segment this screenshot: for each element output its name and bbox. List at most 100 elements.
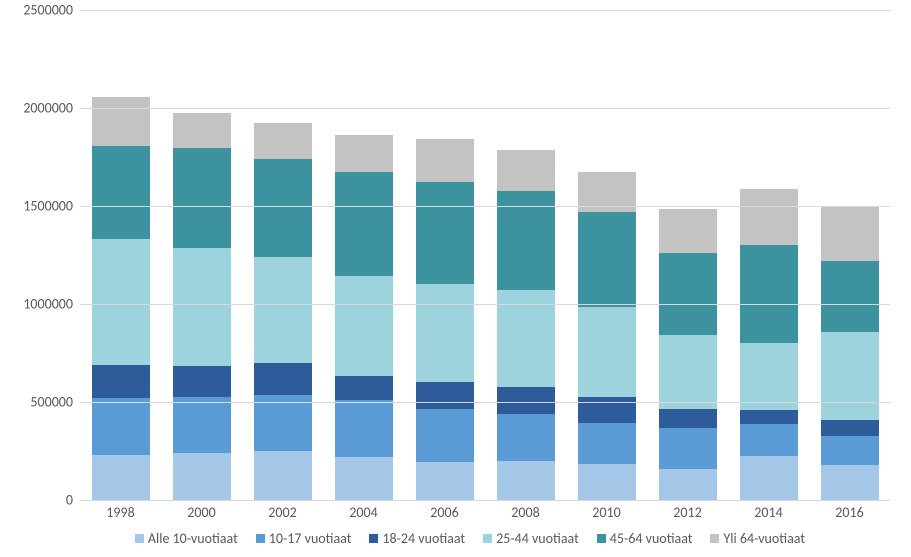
legend-item: Alle 10-vuotiaat: [135, 530, 238, 547]
bars-group: [80, 10, 890, 500]
x-tick-label: 2008: [497, 504, 555, 521]
bar-segment: [254, 451, 312, 500]
bar-segment: [416, 284, 474, 382]
bar-segment: [659, 428, 717, 468]
bar-segment: [173, 113, 231, 148]
bar-segment: [416, 139, 474, 181]
bar-column: [335, 135, 393, 500]
bar-column: [740, 189, 798, 500]
bar-segment: [578, 464, 636, 500]
x-tick-label: 2012: [659, 504, 717, 521]
legend-item: 10-17 vuotiaat: [256, 530, 352, 547]
x-tick-label: 2002: [254, 504, 312, 521]
x-tick-label: 2014: [740, 504, 798, 521]
legend-swatch: [369, 534, 378, 543]
bar-column: [497, 150, 555, 500]
bar-segment: [659, 409, 717, 429]
legend-item: 45-64 vuotiaat: [597, 530, 693, 547]
bar-column: [416, 139, 474, 500]
y-tick-label: 500000: [3, 394, 73, 411]
bar-segment: [416, 382, 474, 408]
legend-swatch: [135, 534, 144, 543]
y-tick-label: 2000000: [3, 100, 73, 117]
bar-segment: [335, 172, 393, 276]
bar-segment: [821, 420, 879, 437]
bar-segment: [173, 248, 231, 366]
bar-segment: [254, 123, 312, 159]
bar-segment: [821, 206, 879, 261]
legend-swatch: [710, 534, 719, 543]
bar-segment: [497, 414, 555, 461]
x-tick-label: 2016: [821, 504, 879, 521]
x-tick-label: 2010: [578, 504, 636, 521]
bar-segment: [92, 97, 150, 146]
legend-label: 25-44 vuotiaat: [496, 530, 579, 547]
x-axis-labels: 1998 2000 2002 2004 2006 2008 2010 2012 2014 2016: [80, 504, 890, 521]
y-tick-label: 2500000: [3, 2, 73, 19]
x-tick-label: 1998: [92, 504, 150, 521]
bar-segment: [659, 469, 717, 500]
legend-item: Yli 64-vuotiaat: [710, 530, 805, 547]
legend-label: 18-24 vuotiaat: [382, 530, 465, 547]
bar-segment: [740, 424, 798, 456]
legend-item: 25-44 vuotiaat: [483, 530, 579, 547]
grid-line: [80, 206, 890, 207]
bar-segment: [740, 245, 798, 343]
bar-segment: [578, 423, 636, 464]
grid-line: [80, 108, 890, 109]
bar-segment: [740, 343, 798, 410]
bar-segment: [92, 365, 150, 398]
bar-column: [578, 172, 636, 500]
chart-container: 1998 2000 2002 2004 2006 2008 2010 2012 2014 2016…: [0, 0, 911, 557]
legend-swatch: [483, 534, 492, 543]
bar-segment: [740, 189, 798, 245]
bar-segment: [335, 376, 393, 401]
bar-segment: [578, 397, 636, 422]
bar-segment: [578, 212, 636, 307]
bar-segment: [173, 397, 231, 453]
bar-segment: [659, 209, 717, 253]
bar-segment: [173, 366, 231, 397]
bar-segment: [335, 276, 393, 376]
bar-column: [173, 113, 231, 500]
y-tick-label: 1000000: [3, 296, 73, 313]
legend-swatch: [256, 534, 265, 543]
legend-swatch: [597, 534, 606, 543]
bar-column: [659, 209, 717, 500]
legend-label: Yli 64-vuotiaat: [723, 530, 805, 547]
bar-segment: [416, 409, 474, 462]
legend-label: 45-64 vuotiaat: [610, 530, 693, 547]
x-tick-label: 2006: [416, 504, 474, 521]
bar-segment: [497, 387, 555, 414]
legend-label: 10-17 vuotiaat: [269, 530, 352, 547]
bar-segment: [254, 257, 312, 363]
bar-segment: [821, 332, 879, 419]
legend: Alle 10-vuotiaat 10-17 vuotiaat 18-24 vuot…: [60, 530, 880, 547]
x-tick-label: 2000: [173, 504, 231, 521]
bar-segment: [173, 453, 231, 500]
bar-segment: [335, 135, 393, 171]
bar-segment: [497, 150, 555, 191]
x-tick-label: 2004: [335, 504, 393, 521]
bar-segment: [821, 261, 879, 333]
bar-segment: [659, 335, 717, 409]
bar-segment: [578, 307, 636, 397]
bar-segment: [659, 253, 717, 335]
bar-segment: [416, 462, 474, 500]
bar-segment: [740, 456, 798, 500]
bar-segment: [335, 457, 393, 500]
bar-segment: [740, 410, 798, 424]
bar-segment: [254, 395, 312, 451]
bar-segment: [416, 182, 474, 285]
legend-item: 18-24 vuotiaat: [369, 530, 465, 547]
y-tick-label: 1500000: [3, 198, 73, 215]
bar-segment: [821, 436, 879, 464]
bar-segment: [497, 461, 555, 500]
y-tick-label: 0: [3, 492, 73, 509]
bar-segment: [173, 148, 231, 248]
bar-segment: [92, 239, 150, 364]
bar-column: [92, 97, 150, 500]
grid-line: [80, 10, 890, 11]
grid-line: [80, 304, 890, 305]
grid-line: [80, 402, 890, 403]
